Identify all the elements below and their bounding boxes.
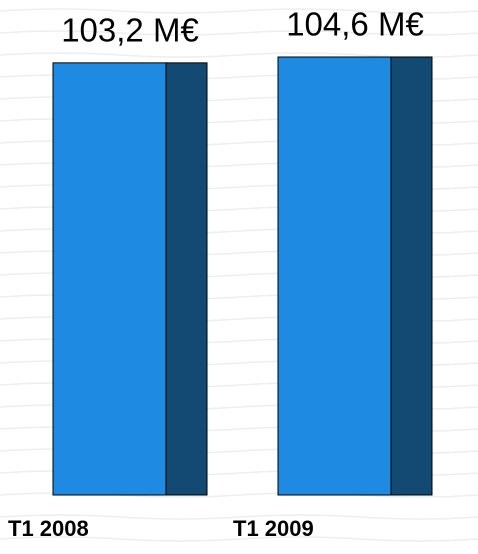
- value-label: 104,6 M€: [286, 6, 424, 43]
- bar: [52, 62, 208, 496]
- value-label: 103,2 M€: [61, 12, 199, 49]
- bar-side: [390, 56, 433, 496]
- category-label: T1 2008: [8, 516, 89, 541]
- bar-front: [52, 62, 167, 496]
- bar-side: [165, 62, 208, 496]
- bar: [277, 56, 433, 496]
- bar-front: [277, 56, 392, 496]
- category-label: T1 2009: [233, 516, 314, 541]
